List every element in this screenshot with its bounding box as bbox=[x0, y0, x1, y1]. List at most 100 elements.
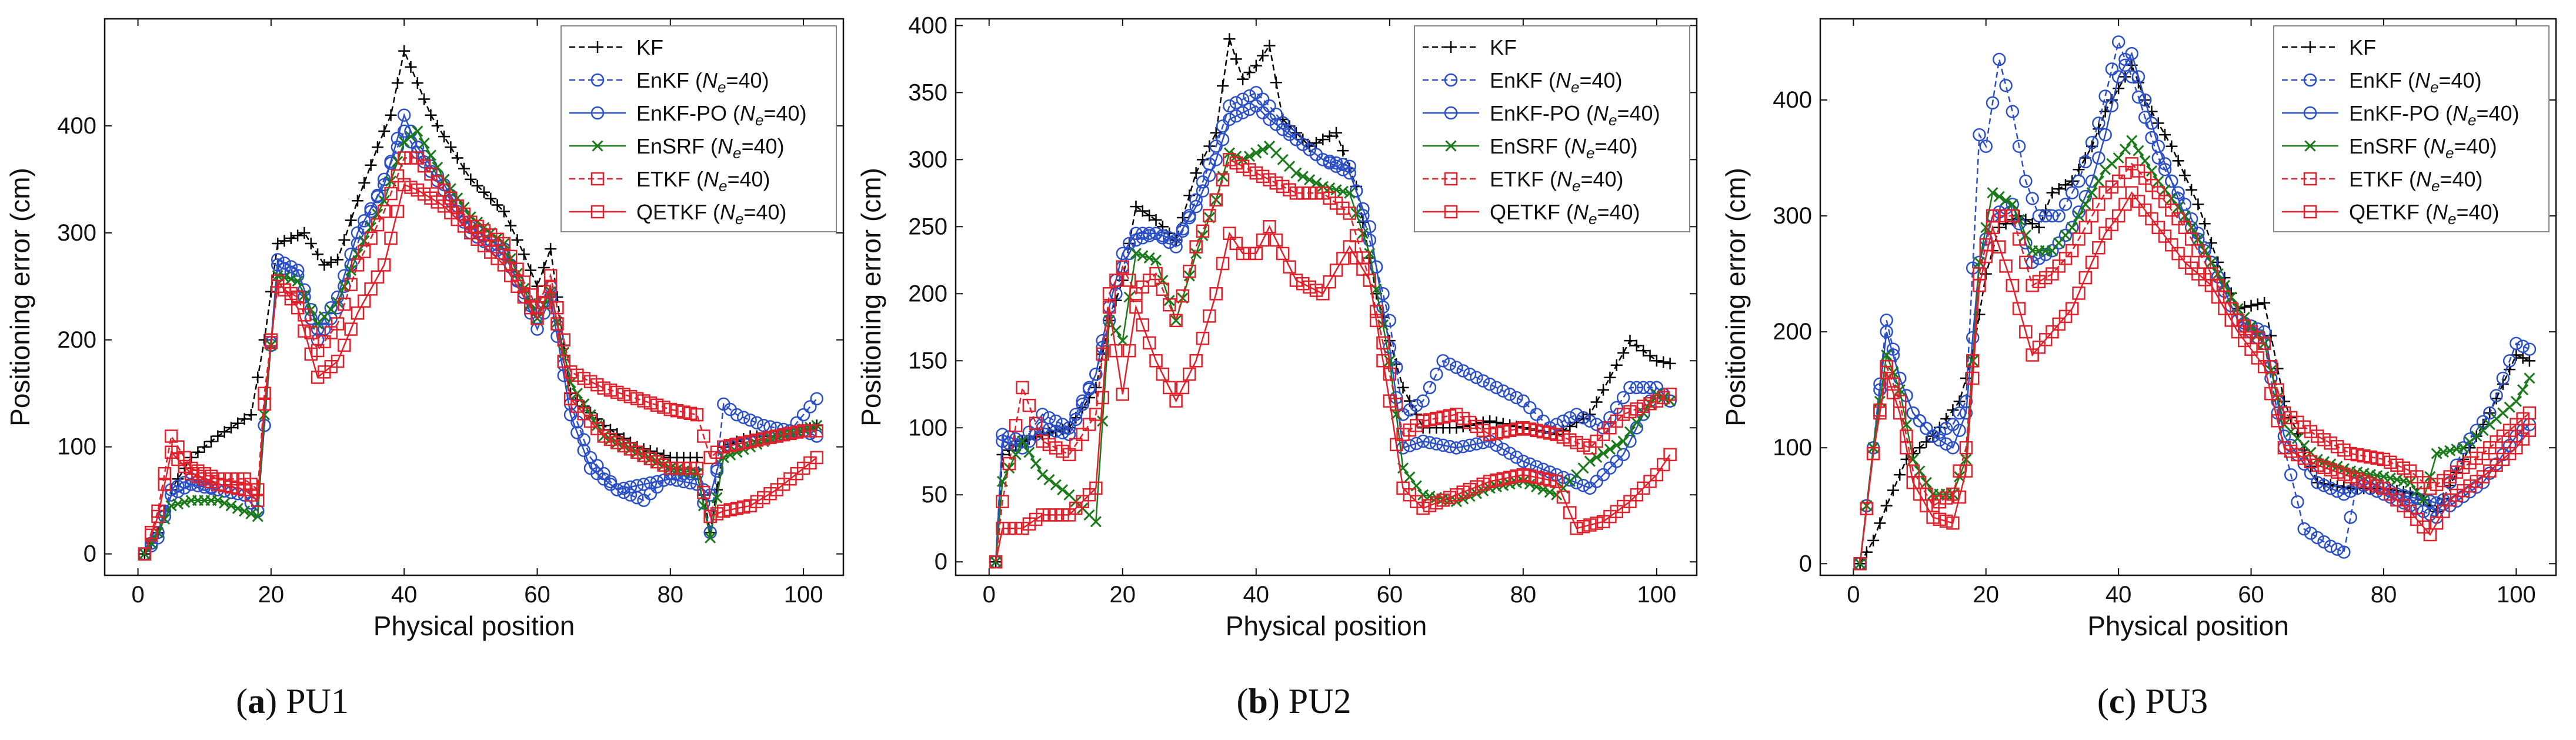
data-point bbox=[1967, 355, 1978, 366]
data-point bbox=[292, 229, 304, 242]
data-point bbox=[391, 77, 403, 89]
data-point bbox=[1980, 222, 1992, 234]
data-point bbox=[1196, 331, 1210, 345]
data-point bbox=[2046, 209, 2059, 223]
data-point bbox=[1987, 187, 1998, 199]
data-point bbox=[2456, 484, 2470, 498]
legend-box bbox=[560, 25, 837, 232]
data-point bbox=[630, 479, 644, 492]
data-point bbox=[1563, 433, 1577, 447]
data-point bbox=[1263, 99, 1276, 113]
data-point bbox=[2337, 468, 2351, 481]
data-point bbox=[2463, 479, 2477, 493]
data-point bbox=[1016, 435, 1029, 447]
data-point bbox=[550, 301, 564, 315]
data-point bbox=[1297, 171, 1309, 182]
data-point bbox=[1149, 266, 1163, 281]
data-point bbox=[358, 245, 371, 258]
data-point bbox=[571, 388, 583, 399]
data-point bbox=[425, 149, 437, 161]
legend-entry-enkf-po: EnKF-PO (Ne=40) bbox=[1423, 101, 1660, 129]
data-point bbox=[1089, 481, 1103, 495]
data-point bbox=[1162, 381, 1176, 395]
data-point bbox=[451, 212, 464, 226]
data-point bbox=[1496, 472, 1510, 486]
data-point bbox=[1603, 421, 1617, 435]
data-point bbox=[1363, 274, 1377, 287]
data-point bbox=[1497, 418, 1509, 430]
y-axis-label: Positioning error (cm) bbox=[5, 168, 35, 426]
data-point bbox=[1150, 254, 1162, 266]
data-point bbox=[1443, 357, 1457, 371]
data-point bbox=[305, 304, 317, 315]
data-point bbox=[1966, 331, 1980, 345]
data-point bbox=[2073, 210, 2085, 222]
data-point bbox=[1136, 280, 1150, 294]
data-point bbox=[577, 433, 590, 446]
data-point bbox=[723, 503, 737, 516]
data-point bbox=[498, 205, 510, 218]
data-point bbox=[1993, 240, 2006, 254]
data-point bbox=[1556, 471, 1570, 484]
data-point bbox=[1276, 179, 1290, 194]
data-point bbox=[2012, 139, 2026, 154]
data-point bbox=[172, 498, 184, 510]
data-point bbox=[2165, 203, 2178, 217]
data-point bbox=[2085, 255, 2099, 269]
data-point bbox=[2105, 218, 2119, 232]
data-point bbox=[1162, 298, 1176, 312]
data-point bbox=[2012, 302, 2026, 315]
data-point bbox=[2072, 232, 2086, 246]
data-point bbox=[2238, 334, 2251, 348]
data-point bbox=[2364, 477, 2377, 491]
data-point bbox=[1049, 508, 1063, 522]
data-point bbox=[2344, 470, 2357, 484]
data-point bbox=[1510, 469, 1523, 483]
data-point bbox=[371, 218, 385, 232]
data-point bbox=[1336, 252, 1350, 265]
data-point bbox=[557, 333, 571, 347]
data-point bbox=[437, 183, 451, 197]
data-point bbox=[1959, 406, 1973, 420]
data-point bbox=[1999, 79, 2013, 92]
data-point bbox=[1596, 468, 1610, 482]
data-point bbox=[1143, 209, 1156, 222]
data-point bbox=[1497, 479, 1509, 491]
data-point bbox=[1584, 455, 1596, 467]
data-point bbox=[1216, 132, 1230, 146]
data-point bbox=[2046, 325, 2059, 339]
data-point bbox=[1596, 515, 1610, 529]
data-point bbox=[232, 502, 243, 514]
data-point bbox=[1136, 231, 1150, 245]
data-point bbox=[1236, 106, 1250, 119]
data-point bbox=[271, 274, 285, 288]
data-point bbox=[1490, 473, 1503, 487]
data-point bbox=[637, 394, 650, 408]
data-point bbox=[743, 413, 757, 427]
data-point bbox=[763, 420, 777, 434]
data-point bbox=[1920, 499, 1933, 512]
data-point bbox=[2284, 444, 2298, 458]
data-point bbox=[803, 400, 817, 414]
data-point bbox=[2304, 455, 2318, 469]
data-point bbox=[2192, 198, 2204, 211]
data-point bbox=[1993, 209, 2006, 223]
data-point bbox=[211, 478, 225, 491]
data-point bbox=[518, 248, 530, 261]
data-point bbox=[1223, 226, 1236, 240]
data-point bbox=[1216, 119, 1230, 133]
data-point bbox=[2391, 474, 2403, 485]
data-point bbox=[1900, 441, 1913, 455]
data-point bbox=[1129, 287, 1143, 301]
data-point bbox=[178, 481, 192, 495]
data-point bbox=[2192, 233, 2204, 245]
data-point bbox=[1590, 434, 1603, 448]
data-point bbox=[1377, 319, 1389, 331]
data-point bbox=[2324, 463, 2338, 476]
data-point bbox=[1933, 495, 1947, 509]
data-point bbox=[338, 338, 351, 352]
data-point bbox=[597, 381, 610, 395]
data-point bbox=[1616, 499, 1630, 514]
data-point bbox=[1603, 509, 1617, 524]
data-point bbox=[2012, 232, 2026, 246]
